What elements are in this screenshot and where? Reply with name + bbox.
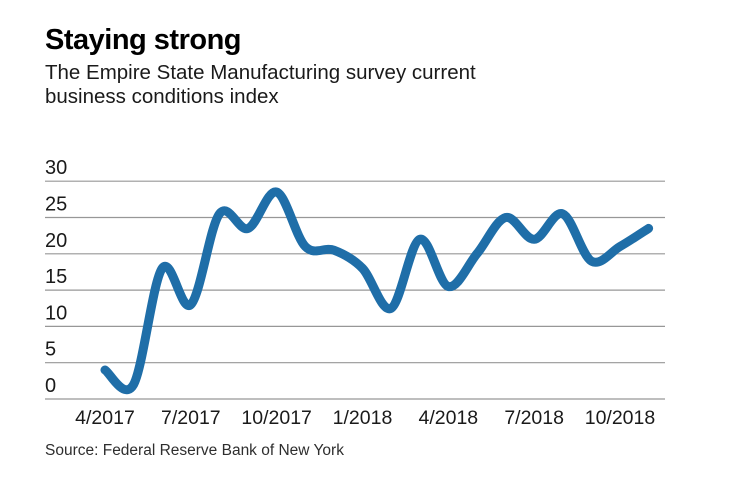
x-tick-label: 7/2018 [504,407,564,429]
x-tick-label: 4/2017 [75,407,135,429]
chart-subtitle: The Empire State Manufacturing survey cu… [45,61,476,109]
x-tick-label: 4/2018 [419,407,479,429]
data-line [100,187,654,395]
chart-subtitle-line2: business conditions index [45,85,279,108]
y-tick-label: 20 [45,230,67,252]
x-tick-label: 10/2017 [241,407,312,429]
y-tick-label: 15 [45,266,67,288]
x-tick-label: 1/2018 [333,407,393,429]
x-tick-label: 10/2018 [585,407,656,429]
y-tick-label: 10 [45,302,67,324]
y-tick-label: 25 [45,194,67,216]
chart-source: Source: Federal Reserve Bank of New York [45,442,344,459]
y-tick-label: 30 [45,157,67,179]
y-tick-label: 5 [45,339,56,361]
chart-title: Staying strong [45,24,242,56]
y-tick-label: 0 [45,375,56,397]
x-tick-label: 7/2017 [161,407,221,429]
chart-subtitle-line1: The Empire State Manufacturing survey cu… [45,61,476,84]
